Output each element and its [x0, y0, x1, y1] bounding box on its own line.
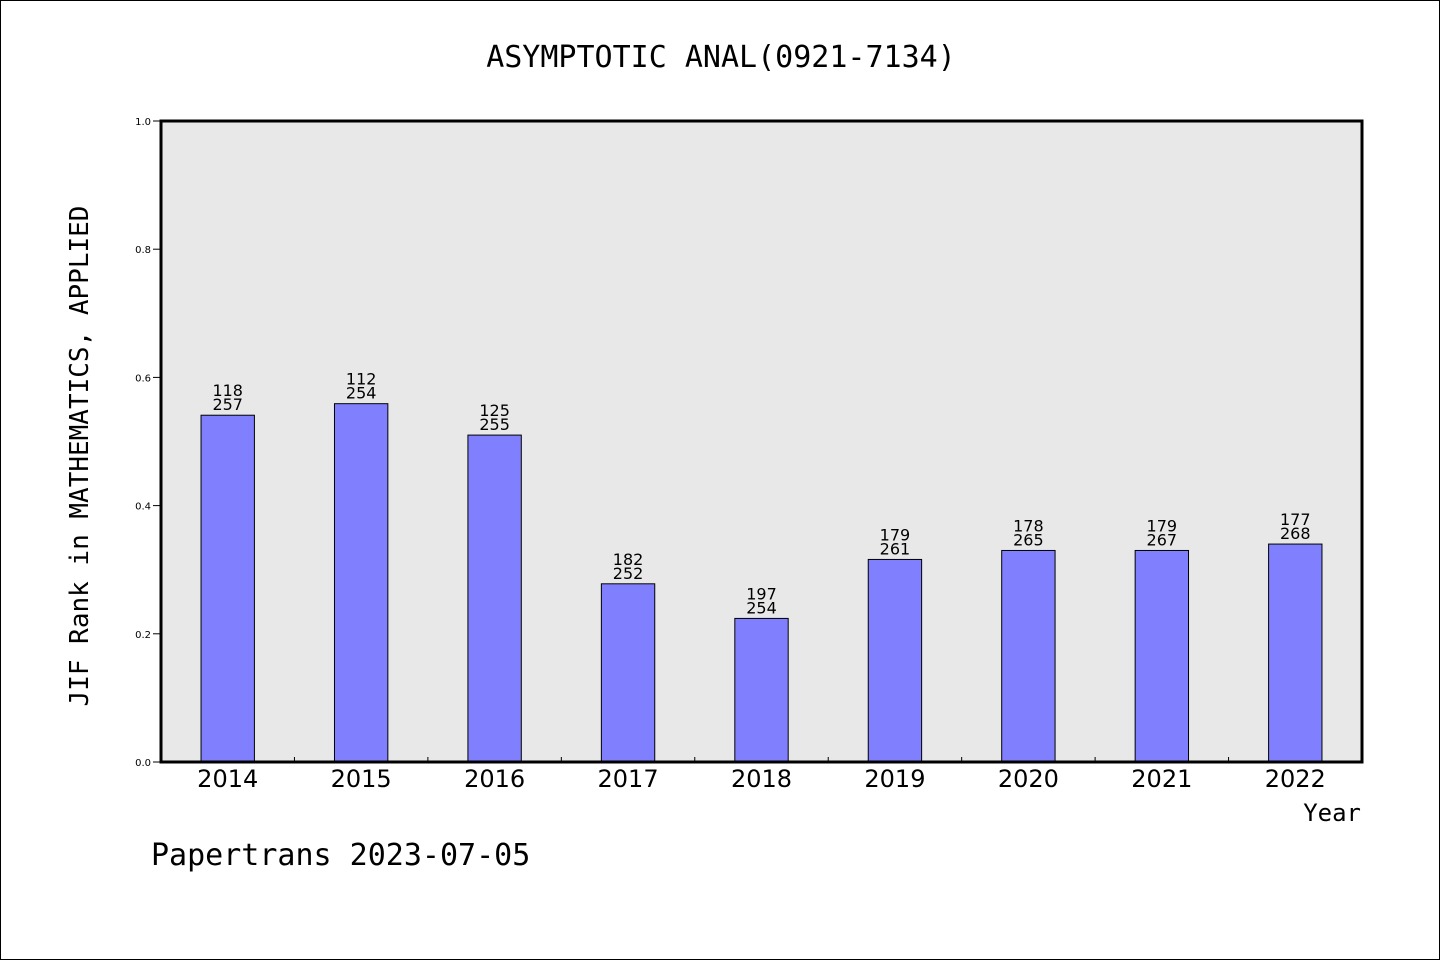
- bars: [200, 403, 1323, 763]
- bar-rank-label: 178: [1013, 516, 1044, 535]
- bar-total-label: 252: [613, 564, 644, 583]
- y-tick-label: 0.2: [135, 630, 151, 641]
- bar: [200, 414, 255, 763]
- plot-border: [159, 119, 1364, 764]
- y-axis-ticks: 0.0 0.2 0.4 0.6 0.8 1.0: [135, 117, 161, 769]
- y-axis-label: JIF Rank in MATHEMATICS, APPLIED: [65, 206, 95, 707]
- x-axis-label: Year: [1303, 799, 1361, 827]
- bar-total-label: 268: [1280, 524, 1311, 543]
- bar-rank-label: 197: [746, 584, 777, 603]
- bar: [1001, 549, 1056, 763]
- x-tick-label: 2018: [731, 765, 792, 793]
- bar: [333, 403, 389, 763]
- chart-title: ASYMPTOTIC ANAL(0921-7134): [486, 40, 956, 75]
- bar-total-label: 255: [479, 415, 510, 434]
- bar-labels: 1182571122541252551822521972541792611782…: [212, 370, 1310, 618]
- x-tick-label: 2014: [197, 765, 258, 793]
- x-tick-label: 2020: [998, 765, 1059, 793]
- y-tick-label: 0.0: [135, 758, 151, 769]
- y-tick-label: 0.6: [135, 373, 151, 384]
- x-tick-label: 2017: [598, 765, 659, 793]
- bar-total-label: 267: [1147, 530, 1178, 549]
- bar: [467, 434, 522, 763]
- bar: [1134, 549, 1190, 763]
- x-axis-ticks: 2014 2015 2016 2017 2018 2019 2020 2021 2022: [197, 757, 1326, 793]
- footer-source: Papertrans 2023-07-05: [151, 838, 530, 873]
- bar-total-label: 265: [1013, 530, 1044, 549]
- bar-rank-label: 118: [212, 381, 243, 400]
- bar-total-label: 257: [212, 395, 243, 414]
- y-tick-label: 1.0: [135, 117, 151, 128]
- x-tick-label: 2016: [464, 765, 525, 793]
- bar: [600, 583, 656, 763]
- bar-total-label: 254: [746, 598, 777, 617]
- bar: [867, 558, 923, 763]
- bar-rank-label: 125: [479, 401, 510, 420]
- y-tick-label: 0.4: [135, 502, 151, 513]
- bar: [1268, 543, 1323, 763]
- bar-rank-label: 179: [1147, 516, 1178, 535]
- bar-rank-label: 182: [613, 550, 644, 569]
- bar-total-label: 261: [880, 539, 911, 558]
- bar-rank-label: 177: [1280, 510, 1311, 529]
- x-tick-label: 2019: [864, 765, 925, 793]
- x-tick-label: 2021: [1131, 765, 1192, 793]
- x-tick-label: 2022: [1265, 765, 1326, 793]
- bar: [734, 617, 789, 763]
- x-tick-label: 2015: [331, 765, 392, 793]
- bar-rank-label: 112: [346, 370, 377, 389]
- bar-rank-label: 179: [880, 525, 911, 544]
- bar-total-label: 254: [346, 384, 377, 403]
- y-tick-label: 0.8: [135, 245, 151, 256]
